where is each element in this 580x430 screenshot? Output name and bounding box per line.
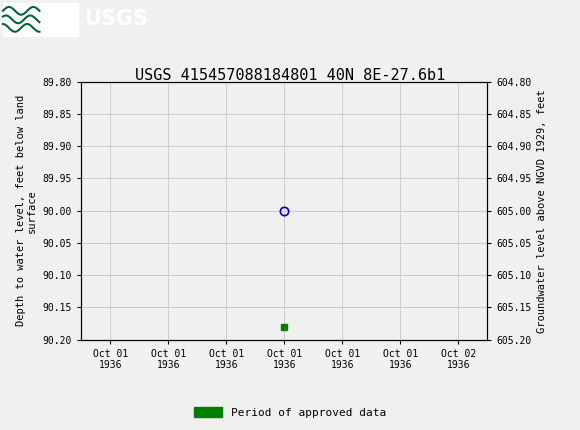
Text: USGS: USGS bbox=[84, 9, 148, 29]
Y-axis label: Depth to water level, feet below land
surface: Depth to water level, feet below land su… bbox=[16, 95, 37, 326]
Y-axis label: Groundwater level above NGVD 1929, feet: Groundwater level above NGVD 1929, feet bbox=[537, 89, 547, 332]
Bar bbox=[3, 3, 78, 36]
Text: USGS 415457088184801 40N 8E-27.6b1: USGS 415457088184801 40N 8E-27.6b1 bbox=[135, 68, 445, 83]
Legend: Period of approved data: Period of approved data bbox=[190, 403, 390, 422]
